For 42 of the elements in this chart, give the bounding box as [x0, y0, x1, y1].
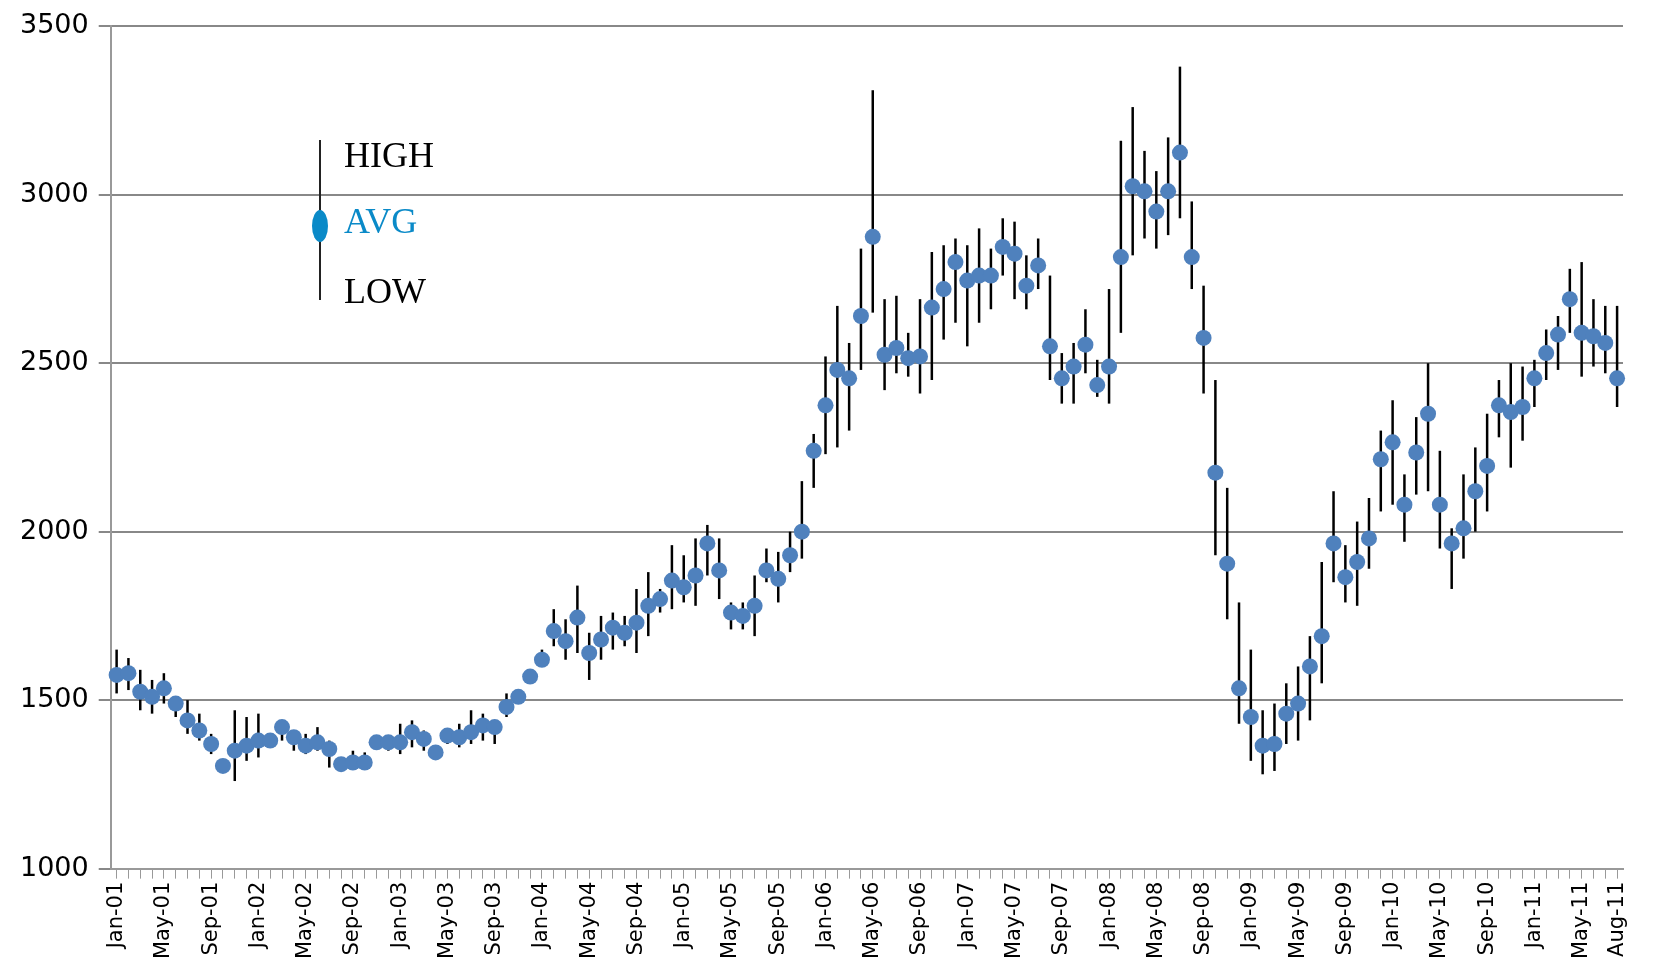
annotation: LOW	[344, 271, 426, 311]
x-tick-label: Jan-05	[670, 881, 695, 951]
x-tick-label: May-03	[433, 881, 458, 960]
y-tick-label: 2500	[19, 345, 89, 377]
x-tick-label: Sep-05	[764, 881, 789, 956]
x-tick-label: Sep-08	[1190, 881, 1215, 956]
x-tick-label: Sep-02	[339, 881, 364, 956]
x-tick-label: Sep-01	[197, 881, 222, 956]
x-tick-label: May-04	[575, 881, 600, 960]
x-tick-label: Sep-04	[622, 881, 647, 956]
annotation: HIGH	[344, 135, 434, 175]
x-tick-label: Jan-10	[1379, 881, 1404, 951]
x-tick-label: Sep-06	[906, 881, 931, 956]
x-tick-label: Aug-11	[1603, 881, 1628, 957]
x-tick-label: May-01	[150, 881, 175, 960]
x-tick-label: Sep-03	[481, 881, 506, 956]
x-tick-label: Jan-07	[953, 881, 978, 951]
x-tick-label: Sep-09	[1331, 881, 1356, 956]
x-tick-label: Jan-02	[244, 881, 269, 951]
x-tick-label: Sep-07	[1048, 881, 1073, 956]
y-tick-label: 2000	[19, 513, 89, 545]
x-tick-label: Jan-08	[1095, 881, 1120, 951]
x-tick-label: Jan-06	[811, 881, 836, 951]
x-tick-label: May-10	[1426, 881, 1451, 960]
y-tick-label: 1000	[19, 850, 89, 882]
x-tick-label: May-06	[859, 881, 884, 960]
x-tick-label: Jan-04	[528, 881, 553, 951]
x-tick-label: May-09	[1284, 881, 1309, 960]
x-tick-label: May-08	[1142, 881, 1167, 960]
x-tick-label: Sep-10	[1473, 881, 1498, 956]
x-tick-label: May-11	[1568, 881, 1593, 960]
x-tick-label: Jan-11	[1520, 881, 1545, 951]
x-tick-label: Jan-01	[103, 881, 128, 951]
x-tick-label: Jan-09	[1237, 881, 1262, 951]
x-tick-label: May-05	[717, 881, 742, 960]
x-tick-label: May-07	[1000, 881, 1025, 960]
x-tick-label: May-02	[292, 881, 317, 960]
y-tick-label: 3500	[19, 8, 89, 40]
y-tick-label: 1500	[19, 682, 89, 714]
x-tick-label: Jan-03	[386, 881, 411, 951]
y-tick-label: 3000	[19, 176, 89, 208]
annotation: AVG	[344, 201, 418, 241]
